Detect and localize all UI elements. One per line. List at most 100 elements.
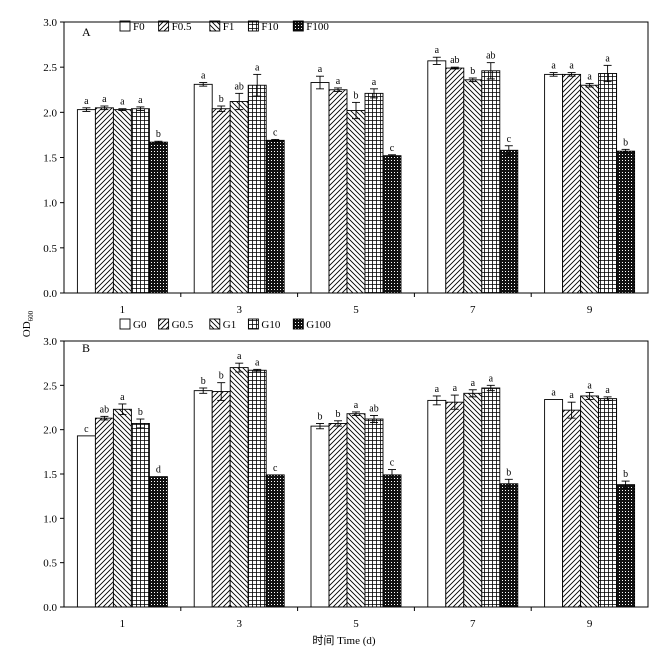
legend-swatch-F10 xyxy=(247,20,259,32)
legend: G0 G0.5 G1 G10 G100 xyxy=(119,318,331,331)
bar-G10 xyxy=(247,369,267,608)
bar-F100 xyxy=(148,141,168,294)
significance-letter: ab xyxy=(486,51,495,62)
x-tick-label: 5 xyxy=(353,304,359,316)
legend-label-G100: G100 xyxy=(306,319,331,331)
significance-letter: a xyxy=(587,380,592,391)
significance-letter: b xyxy=(318,411,323,422)
significance-letter: b xyxy=(138,407,143,418)
significance-letter: a xyxy=(354,400,359,411)
significance-letter: c xyxy=(507,134,512,145)
legend-label-F0.5: F0.5 xyxy=(172,21,192,33)
bar-G100 xyxy=(499,483,519,608)
bar-G100 xyxy=(382,474,402,608)
bar-G0.5 xyxy=(94,417,114,608)
significance-letter: b xyxy=(336,409,341,420)
significance-letter: b xyxy=(201,376,206,387)
significance-letter: a xyxy=(471,378,476,389)
y-tick-label: 0.0 xyxy=(43,602,57,614)
significance-letter: a xyxy=(372,77,377,88)
significance-letter: c xyxy=(273,127,278,138)
y-tick-label: 3.0 xyxy=(43,17,57,29)
significance-letter: a xyxy=(138,95,143,106)
bar-F0 xyxy=(427,60,447,294)
significance-letter: a xyxy=(201,71,206,82)
significance-letter: b xyxy=(219,94,224,105)
significance-letter: a xyxy=(102,94,107,105)
bar-F0 xyxy=(544,73,564,294)
legend-swatch-F0.5 xyxy=(158,20,170,32)
bar-F0.5 xyxy=(211,108,231,294)
significance-letter: b xyxy=(156,129,161,140)
x-axis-label: 时间 Time (d) xyxy=(312,634,375,647)
bar-F100 xyxy=(382,155,402,294)
significance-letter: a xyxy=(255,357,260,368)
y-tick-label: 2.5 xyxy=(43,62,57,74)
x-tick-label: 5 xyxy=(353,618,359,630)
significance-letter: a xyxy=(605,53,610,64)
significance-letter: b xyxy=(623,137,628,148)
significance-letter: ab xyxy=(100,404,109,415)
significance-letter: a xyxy=(255,62,260,73)
legend: F0 F0.5 F1 F10 F100 xyxy=(119,20,329,33)
legend-label-G0.5: G0.5 xyxy=(172,319,194,331)
y-tick-label: 2.5 xyxy=(43,380,57,392)
significance-letter: a xyxy=(84,96,89,107)
axes: 0.0 0.5 1.0 1.5 2.0 2.5 3.0 1 3 5 7 9 xyxy=(43,17,649,316)
bar-F1 xyxy=(229,101,249,294)
bar-F10 xyxy=(481,70,501,294)
panel-label: B xyxy=(82,341,90,355)
panel-a: A F0 F0.5 F1 F10 F100 a a a abababacaabacaabbab… xyxy=(43,17,649,316)
legend-swatch-F0 xyxy=(119,20,131,32)
legend-swatch-G0.5 xyxy=(158,318,170,330)
legend-label-F0: F0 xyxy=(133,21,145,33)
bar-F1 xyxy=(112,109,132,294)
y-tick-label: 2.0 xyxy=(43,107,57,119)
y-tick-label: 0.0 xyxy=(43,288,57,300)
y-axis-label-main: OD xyxy=(21,321,33,337)
bar-F100 xyxy=(616,150,636,294)
bar-F100 xyxy=(499,149,519,294)
significance-letter: a xyxy=(453,383,458,394)
significance-letter: b xyxy=(506,467,511,478)
bar-G0 xyxy=(193,390,213,608)
legend-swatch-F1 xyxy=(209,20,221,32)
bar-G1 xyxy=(463,392,483,608)
bar-G100 xyxy=(148,476,168,608)
x-tick-label: 9 xyxy=(587,304,593,316)
bar-G0 xyxy=(76,435,96,608)
significance-letter: a xyxy=(435,384,440,395)
legend-label-G10: G10 xyxy=(261,319,280,331)
x-tick-label: 9 xyxy=(587,618,593,630)
bar-G0 xyxy=(427,399,447,608)
bar-G1 xyxy=(229,367,249,608)
bar-G10 xyxy=(130,423,150,608)
significance-letter: a xyxy=(318,64,323,75)
bar-F0.5 xyxy=(445,67,465,294)
y-tick-label: 1.0 xyxy=(43,513,57,525)
bar-G100 xyxy=(616,484,636,608)
significance-letter: ab xyxy=(369,403,378,414)
bar-G0.5 xyxy=(445,401,465,608)
significance-letter: d xyxy=(156,465,161,476)
y-tick-label: 0.5 xyxy=(43,558,57,570)
significance-letter: c xyxy=(390,458,395,469)
significance-letter: a xyxy=(489,373,494,384)
legend-swatch-G1 xyxy=(209,318,221,330)
legend-label-G1: G1 xyxy=(223,319,236,331)
bar-F10 xyxy=(130,108,150,294)
legend-label-F100: F100 xyxy=(306,21,329,33)
legend-label-F1: F1 xyxy=(223,21,235,33)
bar-F100 xyxy=(265,139,285,294)
significance-letter: a xyxy=(435,45,440,56)
bar-F1 xyxy=(346,110,366,294)
bar-G1 xyxy=(580,395,600,608)
axes: 0.0 0.5 1.0 1.5 2.0 2.5 3.0 1 3 5 7 9 xyxy=(43,336,649,630)
y-tick-label: 1.0 xyxy=(43,198,57,210)
significance-letter: a xyxy=(551,61,556,72)
significance-letter: b xyxy=(354,90,359,101)
bar-G1 xyxy=(112,408,132,608)
bar-F0 xyxy=(76,109,96,294)
y-tick-label: 0.5 xyxy=(43,243,57,255)
